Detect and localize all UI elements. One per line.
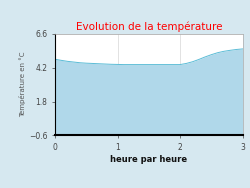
X-axis label: heure par heure: heure par heure [110, 155, 187, 164]
Title: Evolution de la température: Evolution de la température [76, 21, 222, 32]
Y-axis label: Température en °C: Température en °C [19, 52, 26, 117]
